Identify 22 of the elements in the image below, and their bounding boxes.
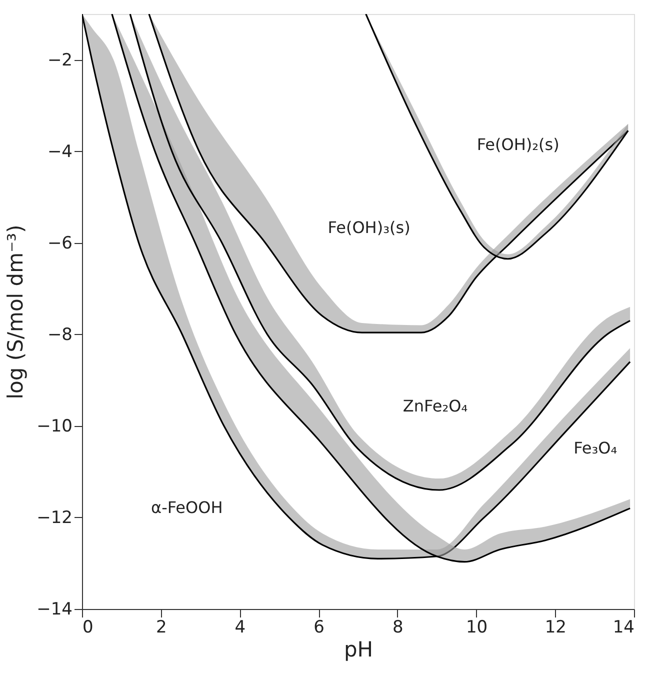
annotation: Fe(OH)₂(s): [476, 134, 560, 154]
y-tick-label: −2: [47, 50, 72, 70]
x-tick-label: 4: [234, 618, 246, 638]
y-tick-label: −14: [36, 600, 72, 620]
x-axis-title: pH: [344, 638, 374, 662]
x-tick-label: 8: [392, 618, 404, 638]
annotation: ZnFe₂O₄: [402, 396, 468, 416]
x-tick-label: 14: [612, 618, 634, 638]
annotation: Fe₃O₄: [574, 438, 618, 458]
x-tick-label: 0: [82, 618, 94, 638]
y-tick-label: −4: [47, 142, 72, 162]
y-tick-label: −12: [36, 508, 72, 528]
y-tick-label: −6: [47, 233, 72, 254]
x-tick-label: 10: [466, 618, 488, 638]
y-tick-label: −10: [36, 416, 72, 436]
y-axis-title: log (S/mol dm⁻³): [4, 224, 28, 400]
y-tick-label: −8: [47, 324, 72, 345]
x-tick-label: 12: [544, 618, 566, 638]
x-tick-label: 6: [314, 618, 324, 638]
annotation: Fe(OH)₃(s): [328, 218, 410, 238]
annotation: α-FeOOH: [151, 498, 223, 517]
x-tick-label: 2: [156, 618, 167, 638]
